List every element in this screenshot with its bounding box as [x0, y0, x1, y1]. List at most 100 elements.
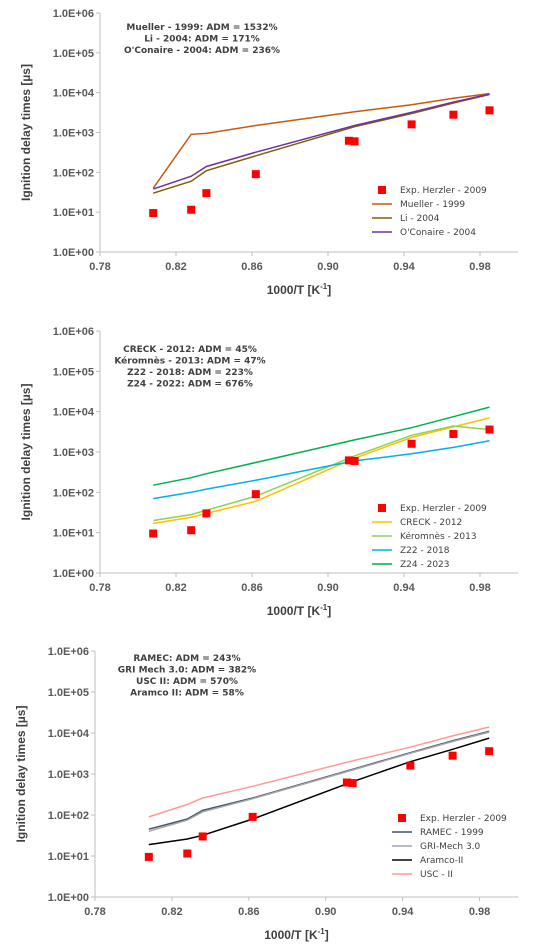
adm-annotation: Z22 - 2018: ADM = 223% [127, 368, 253, 378]
x-tick-label: 0.78 [89, 582, 110, 594]
adm-annotation: O'Conaire - 2004: ADM = 236% [124, 46, 280, 56]
y-tick-label: 1.0E+01 [53, 528, 94, 540]
series-line [153, 417, 490, 525]
adm-annotation: USC II: ADM = 570% [136, 677, 238, 687]
exp-data-point [251, 170, 260, 179]
exp-data-point [251, 490, 260, 499]
y-tick-label: 1.0E+03 [53, 128, 94, 140]
y-tick-label: 1.0E+02 [53, 167, 94, 179]
legend-label: USC - II [420, 870, 453, 880]
x-tick-label: 0.78 [89, 261, 110, 273]
legend: Exp. Herzler - 2009 CRECK - 2012 Kéromnès … [372, 504, 487, 570]
y-axis-title: Ignition delay times [µs] [19, 64, 33, 201]
chart-panel-1: 1.0E+00 1.0E+01 1.0E+02 1.0E+03 1.0E+04 1.0E+… [19, 8, 518, 297]
exp-data-point [448, 751, 457, 760]
series-line [148, 731, 490, 833]
y-tick-label: 1.0E+04 [48, 728, 90, 740]
y-tick-label: 1.0E+02 [48, 810, 89, 822]
x-tick-label: 0.90 [317, 582, 338, 594]
exp-data-point [342, 778, 351, 787]
y-tick-label: 1.0E+03 [53, 447, 94, 459]
y-tick-label: 1.0E+06 [53, 326, 94, 338]
legend-label: O'Conaire - 2004 [400, 228, 476, 238]
series-line [153, 406, 490, 486]
y-tick-label: 1.0E+01 [48, 851, 89, 863]
series-line [148, 726, 490, 818]
x-tick-label: 0.82 [165, 261, 186, 273]
exp-data-point [183, 849, 192, 858]
series-line [152, 93, 490, 190]
legend: Exp. Herzler - 2009 RAMEC - 1999 GRI-Mech … [392, 814, 507, 880]
x-tick-label: 0.82 [161, 906, 182, 918]
x-tick-label: 0.90 [317, 261, 338, 273]
exp-data-point [485, 747, 494, 756]
exp-data-point [348, 779, 357, 788]
legend-label: GRI-Mech 3.0 [420, 842, 481, 852]
y-tick-label: 1.0E+05 [48, 687, 89, 699]
exp-data-point [407, 439, 416, 448]
exp-data-point [485, 106, 494, 115]
adm-annotation: Li - 2004: ADM = 171% [144, 35, 260, 45]
legend-marker [398, 814, 406, 822]
x-tick-label: 0.82 [165, 582, 186, 594]
x-tick-label: 0.98 [469, 261, 490, 273]
exp-data-point [149, 529, 158, 538]
exp-data-point [248, 812, 257, 821]
y-tick-label: 1.0E+03 [48, 769, 89, 781]
x-axis-title: 1000/T [K-1] [267, 603, 331, 618]
exp-data-point [344, 456, 353, 465]
y-tick-label: 1.0E+00 [53, 568, 94, 580]
legend-label: Kéromnès - 2013 [400, 531, 477, 542]
x-tick-label: 0.98 [469, 582, 490, 594]
y-tick-label: 1.0E+02 [53, 487, 94, 499]
x-tick-label: 0.86 [238, 906, 259, 918]
exp-data-point [485, 425, 494, 434]
series-line [153, 425, 490, 522]
exp-data-point [187, 205, 196, 214]
y-tick-label: 1.0E+04 [53, 407, 95, 419]
exp-data-point [202, 189, 211, 198]
legend-label: Z24 - 2023 [400, 560, 450, 570]
legend-label: Exp. Herzler - 2009 [400, 186, 487, 196]
adm-annotation: GRI Mech 3.0: ADM = 382% [118, 666, 256, 676]
chart-panel-2: 1.0E+00 1.0E+01 1.0E+02 1.0E+03 1.0E+04 1.0E+… [19, 326, 518, 618]
x-tick-label: 0.90 [315, 906, 336, 918]
series-line [148, 737, 490, 846]
adm-annotation: Mueller - 1999: ADM = 1532% [126, 23, 277, 33]
exp-data-point [406, 761, 415, 770]
adm-annotation: RAMEC: ADM = 243% [133, 654, 240, 664]
legend-marker [378, 186, 386, 194]
y-tick-label: 1.0E+04 [53, 88, 95, 100]
exp-data-point [149, 209, 158, 218]
legend-label: RAMEC - 1999 [420, 828, 484, 838]
legend: Exp. Herzler - 2009 Mueller - 1999 Li - 20… [372, 186, 487, 238]
legend-label: CRECK - 2012 [400, 518, 462, 528]
exp-data-point [198, 832, 207, 841]
exp-data-point [187, 526, 196, 535]
exp-data-point [144, 852, 153, 861]
x-tick-label: 0.78 [84, 906, 105, 918]
exp-data-point [344, 136, 353, 145]
adm-annotation: CRECK - 2012: ADM = 45% [123, 345, 257, 355]
exp-data-point [449, 110, 458, 119]
adm-annotation: Z24 - 2022: ADM = 676% [127, 380, 253, 390]
y-tick-label: 1.0E+06 [53, 8, 94, 20]
x-tick-label: 0.86 [241, 582, 262, 594]
y-tick-label: 1.0E+00 [53, 247, 94, 259]
x-tick-label: 0.86 [241, 261, 262, 273]
legend-label: Exp. Herzler - 2009 [420, 814, 507, 824]
exp-data-point [449, 429, 458, 438]
x-tick-label: 0.94 [392, 906, 414, 918]
exp-data-point [350, 456, 359, 465]
legend-label: Li - 2004 [400, 214, 440, 224]
x-tick-label: 0.94 [393, 261, 415, 273]
legend-label: Mueller - 1999 [400, 200, 465, 210]
series-line [152, 93, 490, 194]
x-axis-title: 1000/T [K-1] [267, 282, 331, 297]
y-tick-label: 1.0E+05 [53, 366, 94, 378]
legend-label: Exp. Herzler - 2009 [400, 504, 487, 514]
exp-data-point [350, 137, 359, 146]
exp-data-point [202, 509, 211, 518]
adm-annotation: Kéromnès - 2013: ADM = 47% [114, 356, 265, 367]
